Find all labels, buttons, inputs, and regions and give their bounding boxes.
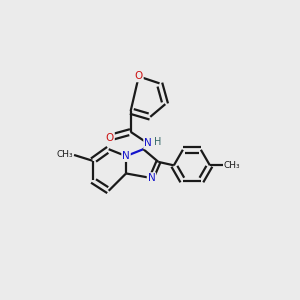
Text: CH₃: CH₃ — [56, 151, 73, 160]
Text: CH₃: CH₃ — [224, 161, 240, 170]
Text: O: O — [106, 133, 114, 142]
Text: N: N — [144, 138, 152, 148]
Text: N: N — [122, 151, 130, 161]
Text: N: N — [148, 173, 155, 183]
Text: H: H — [154, 136, 161, 147]
Text: O: O — [135, 71, 143, 81]
